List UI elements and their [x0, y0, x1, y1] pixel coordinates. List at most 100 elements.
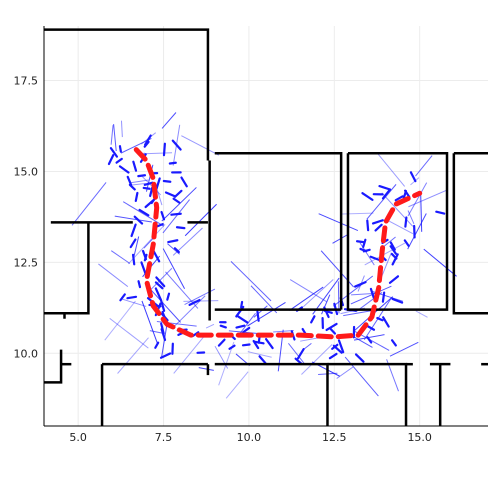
sample-endpoint [369, 287, 375, 299]
sample-endpoint [175, 226, 186, 230]
sample-trajectory [114, 215, 152, 223]
sample-trajectory [205, 323, 215, 329]
sample-endpoint [162, 142, 166, 157]
sample-endpoint [237, 315, 249, 324]
sample-endpoint [172, 197, 181, 204]
sample-endpoint [171, 139, 182, 151]
sample-endpoint [366, 336, 373, 344]
sample-trajectory [161, 112, 177, 129]
sample-trajectory [238, 313, 256, 336]
sample-trajectory [181, 135, 220, 156]
sample-trajectory [104, 300, 136, 341]
x-tick-label: 10.0 [237, 431, 262, 444]
sample-trajectory [376, 152, 406, 187]
y-tick-label: 17.5 [14, 75, 39, 88]
sample-trajectory [415, 155, 433, 177]
wall-segment [214, 152, 343, 310]
sample-endpoint [242, 326, 251, 334]
sample-trajectory [167, 243, 180, 255]
sample-trajectory [415, 310, 428, 318]
sample-endpoint [264, 337, 274, 350]
sample-endpoint [354, 281, 367, 288]
y-tick-label: 10.0 [14, 347, 39, 360]
x-tick-label: 7.5 [155, 431, 173, 444]
sample-endpoint [126, 175, 133, 186]
sample-endpoint [381, 291, 386, 303]
sample-endpoint [130, 223, 137, 238]
sample-trajectory [289, 286, 324, 311]
sample-endpoint [173, 247, 180, 254]
sample-endpoint [160, 322, 165, 335]
sample-trajectory [408, 189, 448, 208]
sample-endpoint [359, 247, 368, 253]
sample-endpoint [155, 177, 161, 190]
sample-endpoint [141, 249, 148, 261]
sample-endpoint [168, 161, 177, 165]
sample-endpoint [403, 189, 411, 199]
sample-endpoint [154, 287, 162, 301]
x-tick-labels: 5.0 7.5 10.0 12.5 15.0 [69, 431, 432, 444]
sample-trajectory [301, 343, 333, 375]
sample-trajectory [288, 343, 306, 366]
sample-endpoint [328, 352, 338, 360]
sample-endpoint [137, 280, 142, 289]
sample-endpoint [376, 316, 384, 322]
sample-trajectory [407, 213, 427, 250]
sample-endpoint [118, 145, 122, 153]
sample-endpoint [134, 191, 139, 203]
sample-endpoint [166, 292, 171, 301]
wall-segment [214, 362, 329, 426]
sample-trajectory [141, 300, 158, 344]
sample-endpoint [167, 239, 179, 244]
sample-trajectory [351, 334, 373, 348]
sample-trajectory [173, 335, 206, 374]
sample-endpoint [329, 327, 337, 335]
sample-endpoint [138, 208, 150, 217]
wall-segment [44, 349, 63, 384]
sample-endpoint [355, 240, 365, 244]
sample-endpoint [382, 316, 390, 328]
reference-path-layer [133, 147, 423, 340]
sample-endpoint [325, 322, 338, 332]
sample-endpoint [149, 186, 154, 198]
sample-trajectory [148, 267, 173, 292]
wall-segment [327, 362, 408, 426]
sample-endpoint [152, 249, 161, 263]
sample-trajectory [336, 366, 354, 379]
sample-endpoint [154, 341, 160, 349]
sample-trajectory [184, 203, 217, 237]
sample-endpoint [331, 343, 339, 350]
sample-endpoint [354, 353, 365, 363]
sample-endpoint [132, 160, 138, 172]
sample-endpoint [217, 338, 226, 347]
sample-trajectory [423, 248, 457, 277]
sample-endpoint [388, 275, 400, 284]
wall-segment [44, 222, 90, 315]
sample-trajectory [289, 279, 327, 303]
sample-endpoint [366, 219, 370, 232]
walls-layer [44, 28, 488, 426]
sample-trajectory [247, 301, 286, 327]
sample-trajectory [312, 277, 340, 315]
sample-endpoint [391, 297, 404, 304]
sample-endpoint [170, 212, 182, 216]
wall-segment [346, 152, 449, 311]
sample-endpoint [252, 339, 260, 350]
sample-endpoint [133, 215, 144, 225]
sample-endpoint [126, 295, 138, 300]
sample-endpoint [155, 276, 166, 288]
sample-endpoint [137, 174, 147, 178]
y-tick-labels: 10.0 12.5 15.0 17.5 [14, 75, 39, 361]
sample-trajectory [359, 242, 375, 266]
sample-endpoint [131, 253, 136, 266]
axis-frame [43, 26, 488, 427]
y-tick-label: 12.5 [14, 256, 39, 269]
sample-endpoint [180, 176, 188, 188]
sample-trajectory [71, 182, 107, 226]
sample-endpoint [374, 223, 383, 232]
sample-trajectory [353, 334, 385, 341]
sample-endpoint [154, 281, 164, 290]
sample-endpoint [228, 344, 236, 350]
sample-trajectory [381, 192, 414, 227]
wall-segment [452, 153, 488, 315]
